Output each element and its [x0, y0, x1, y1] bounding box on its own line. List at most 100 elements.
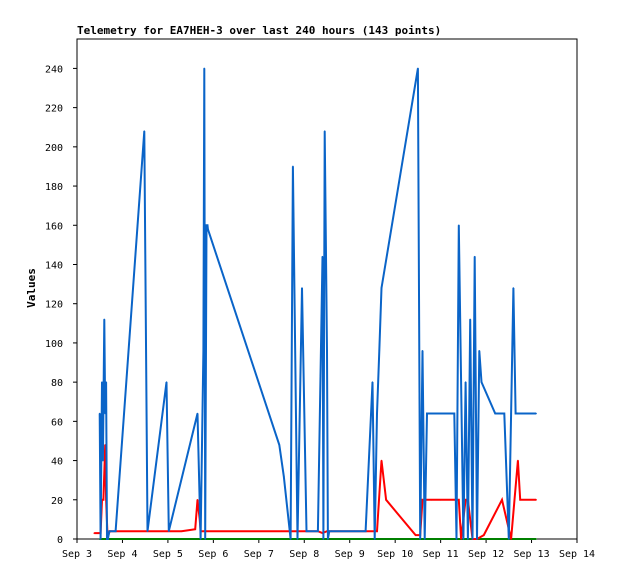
data-point: [102, 498, 105, 501]
y-tick-label: 220: [45, 104, 63, 115]
data-point: [510, 412, 512, 415]
data-point: [453, 498, 456, 501]
data-point: [101, 381, 103, 383]
data-point: [426, 412, 428, 415]
data-point: [503, 412, 506, 415]
data-point: [467, 538, 469, 540]
data-point: [280, 530, 283, 532]
data-point: [321, 255, 324, 258]
data-point: [330, 530, 333, 532]
y-tick-label: 140: [45, 260, 63, 271]
data-point: [322, 538, 325, 540]
data-point: [312, 530, 315, 532]
x-tick-label: Sep 14: [559, 549, 595, 560]
data-point: [458, 224, 460, 227]
data-point: [483, 534, 485, 536]
data-point: [508, 538, 510, 540]
data-point: [473, 255, 476, 258]
x-tick-label: Sep 8: [289, 549, 319, 560]
data-point: [328, 530, 331, 532]
data-point: [105, 381, 107, 383]
data-point: [107, 538, 109, 540]
data-point: [421, 498, 424, 501]
data-point: [194, 528, 196, 530]
data-point: [327, 538, 329, 540]
y-tick-label: 240: [45, 64, 63, 75]
x-tick-label: Sep 10: [377, 549, 413, 560]
data-point: [521, 412, 524, 415]
data-point: [98, 532, 100, 534]
y-tick-label: 0: [57, 535, 63, 546]
data-point: [455, 538, 458, 540]
data-point: [421, 349, 424, 352]
data-point: [517, 459, 519, 462]
data-point: [464, 381, 467, 383]
data-point: [417, 67, 419, 70]
data-point: [414, 534, 417, 536]
data-point: [376, 530, 378, 532]
data-point: [207, 228, 209, 230]
data-point: [206, 224, 209, 227]
data-point: [476, 538, 478, 540]
x-tick-label: Sep 7: [244, 549, 274, 560]
data-point: [478, 349, 481, 352]
data-point: [305, 530, 308, 532]
x-tick-label: Sep 5: [153, 549, 183, 560]
data-point: [168, 530, 170, 532]
y-tick-label: 60: [51, 417, 63, 428]
x-tick-label: Sep 12: [468, 549, 504, 560]
x-tick-label: Sep 13: [513, 549, 549, 560]
data-point: [326, 349, 328, 352]
data-point: [371, 381, 374, 383]
chart-title: Telemetry for EA7HEH-3 over last 240 hou…: [77, 24, 441, 37]
data-point: [353, 530, 356, 532]
data-point: [308, 530, 310, 532]
data-point: [419, 538, 421, 540]
x-tick-label: Sep 4: [107, 549, 137, 560]
data-point: [146, 530, 149, 532]
data-point: [323, 130, 326, 132]
data-point: [535, 412, 537, 415]
data-point: [109, 530, 111, 532]
data-point: [469, 318, 471, 321]
data-point: [396, 512, 399, 515]
data-point: [458, 498, 460, 501]
data-point: [448, 412, 451, 415]
data-point: [204, 538, 206, 540]
data-point: [143, 130, 146, 132]
data-point: [99, 538, 102, 540]
data-point: [144, 530, 146, 532]
data-point: [98, 412, 101, 415]
y-tick-label: 100: [45, 339, 63, 350]
data-point: [296, 538, 299, 540]
data-point: [114, 530, 117, 532]
data-point: [453, 412, 456, 415]
data-point: [535, 538, 537, 540]
data-point: [180, 530, 183, 532]
data-point: [535, 498, 537, 501]
data-point: [283, 475, 285, 478]
data-point: [289, 538, 292, 540]
data-point: [104, 412, 106, 415]
data-point: [103, 318, 106, 321]
data-point: [423, 538, 426, 540]
data-point: [462, 538, 465, 540]
y-tick-label: 80: [51, 378, 63, 389]
data-point: [378, 349, 381, 352]
data-point: [102, 459, 104, 462]
data-point: [203, 67, 206, 70]
data-point: [512, 287, 515, 289]
axis-ticks: Sep 3 Sep 4 Sep 5 Sep 6 Sep 7 Sep 8 Sep 9 Sep 1…: [45, 64, 595, 560]
data-point: [301, 287, 303, 289]
data-point: [202, 349, 205, 352]
data-point: [196, 412, 199, 415]
series-line-3: [98, 68, 537, 540]
data-point: [196, 498, 199, 501]
data-point: [519, 498, 521, 501]
data-point: [364, 530, 367, 532]
data-point: [303, 530, 306, 532]
data-point: [165, 381, 168, 383]
y-tick-label: 160: [45, 221, 63, 232]
y-tick-label: 20: [51, 496, 63, 507]
data-point: [439, 498, 442, 501]
